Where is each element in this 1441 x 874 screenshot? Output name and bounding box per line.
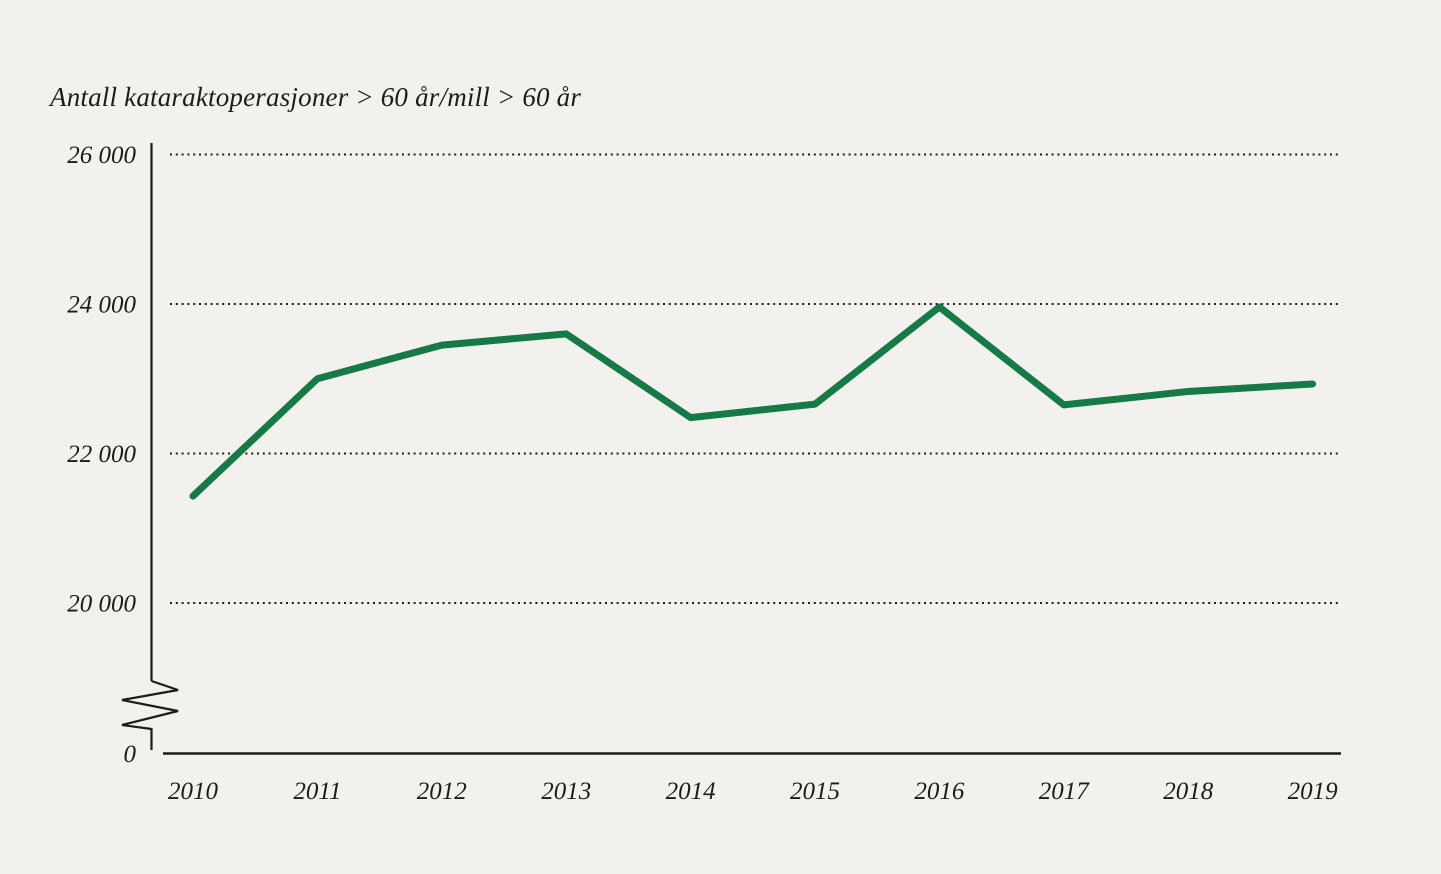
x-tick-label: 2010 [168,778,219,805]
x-tick-label: 2015 [790,778,840,805]
y-tick-label: 24 000 [67,292,136,319]
x-tick-label: 2013 [541,778,591,805]
x-tick-label: 2012 [417,778,467,805]
y-tick-label: 22 000 [67,441,136,468]
x-axis-labels: 2010 2011 2012 2013 2014 2015 2016 2017 2018 2019 [168,778,1338,805]
x-tick-label: 2016 [914,778,965,805]
y-tick-label: 26 000 [67,142,136,169]
x-tick-label: 2014 [666,778,716,805]
chart-title: Antall kataraktoperasjoner > 60 år/mill … [48,82,581,112]
y-axis-labels: 26 000 24 000 22 000 20 000 [67,142,136,618]
x-tick-label: 2011 [293,778,341,805]
y-axis-break-icon [121,679,179,750]
y-tick-label: 20 000 [67,591,136,618]
data-line-series [189,303,1317,500]
x-tick-label: 2018 [1163,778,1214,805]
x-tick-label: 2017 [1039,778,1091,805]
gridlines [170,153,1340,604]
x-tick-label: 2019 [1288,778,1339,805]
y-axis-zero-label: 0 [124,741,137,768]
